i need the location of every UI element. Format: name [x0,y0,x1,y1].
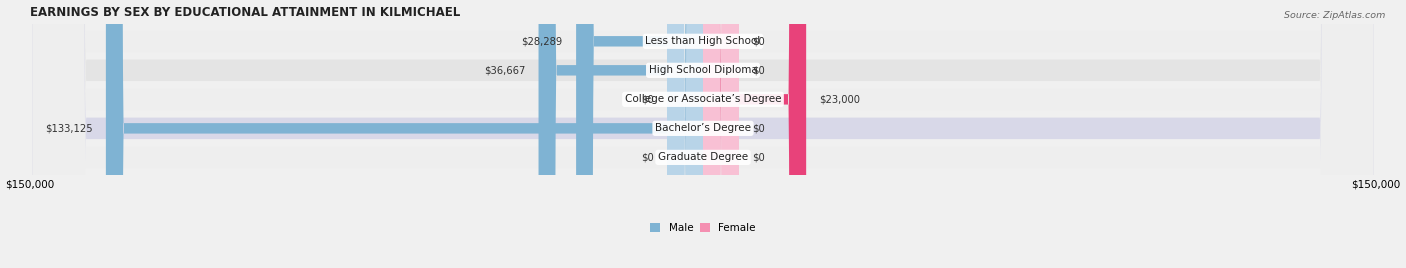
FancyBboxPatch shape [703,0,740,268]
Text: Less than High School: Less than High School [645,36,761,46]
FancyBboxPatch shape [703,0,740,268]
FancyBboxPatch shape [105,0,703,268]
Text: EARNINGS BY SEX BY EDUCATIONAL ATTAINMENT IN KILMICHAEL: EARNINGS BY SEX BY EDUCATIONAL ATTAINMEN… [30,6,460,18]
FancyBboxPatch shape [666,0,703,268]
FancyBboxPatch shape [703,0,740,268]
Text: High School Diploma: High School Diploma [648,65,758,75]
Text: $0: $0 [641,94,654,104]
Text: $0: $0 [752,65,765,75]
FancyBboxPatch shape [538,0,703,268]
Text: College or Associate’s Degree: College or Associate’s Degree [624,94,782,104]
FancyBboxPatch shape [32,0,1374,268]
FancyBboxPatch shape [32,0,1374,268]
FancyBboxPatch shape [32,0,1374,268]
Text: $0: $0 [641,152,654,162]
FancyBboxPatch shape [32,0,1374,268]
Text: $28,289: $28,289 [522,36,562,46]
Legend: Male, Female: Male, Female [645,219,761,237]
FancyBboxPatch shape [576,0,703,268]
Text: $0: $0 [752,123,765,133]
FancyBboxPatch shape [32,0,1374,268]
FancyBboxPatch shape [703,0,740,268]
Text: $133,125: $133,125 [45,123,93,133]
Text: $23,000: $23,000 [820,94,860,104]
Text: $0: $0 [752,152,765,162]
Text: Source: ZipAtlas.com: Source: ZipAtlas.com [1284,11,1385,20]
Text: Bachelor’s Degree: Bachelor’s Degree [655,123,751,133]
FancyBboxPatch shape [666,0,703,268]
Text: $36,667: $36,667 [484,65,524,75]
Text: Graduate Degree: Graduate Degree [658,152,748,162]
Text: $0: $0 [752,36,765,46]
FancyBboxPatch shape [703,0,806,268]
